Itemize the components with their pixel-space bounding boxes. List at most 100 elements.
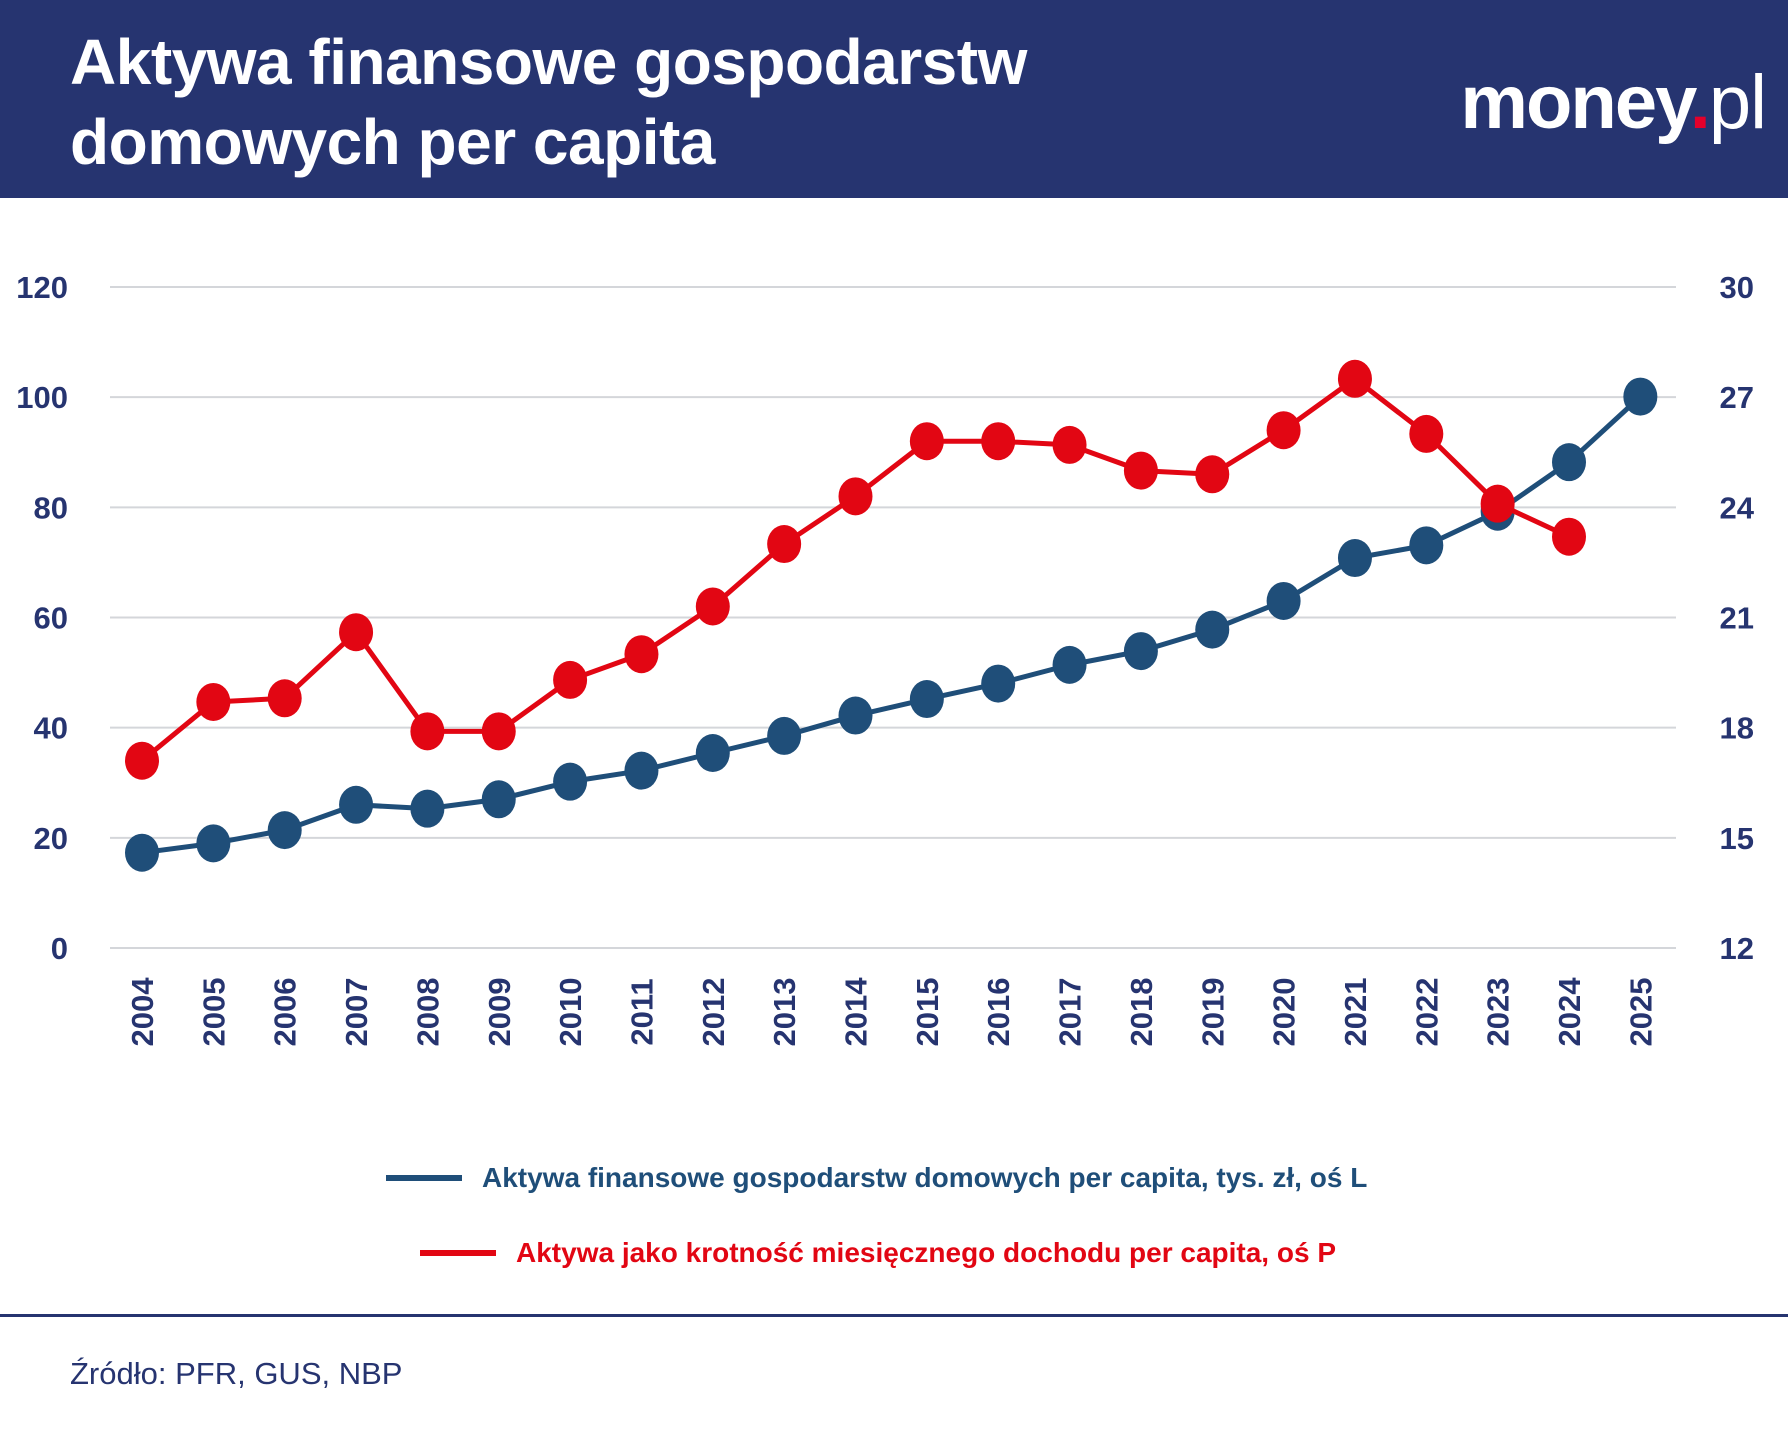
y-left-tick-label: 40 — [34, 711, 68, 746]
x-tick-label: 2019 — [1195, 978, 1230, 1047]
title-line-1: Aktywa finansowe gospodarstw — [70, 26, 1027, 98]
data-point-assets-2018 — [1123, 632, 1158, 671]
data-point-assets-2016 — [981, 664, 1016, 703]
title-line-2: domowych per capita — [70, 106, 715, 178]
data-point-multiple-2020 — [1266, 411, 1301, 450]
x-tick-label: 2008 — [410, 978, 445, 1047]
data-point-assets-2004 — [125, 833, 159, 872]
y-left-tick-label: 100 — [16, 380, 68, 415]
data-point-assets-2021 — [1337, 539, 1372, 578]
data-point-assets-2008 — [410, 789, 445, 828]
data-point-assets-2006 — [267, 811, 302, 850]
y-right-tick-label: 15 — [1720, 821, 1754, 856]
legend-swatch-assets — [386, 1175, 462, 1181]
x-tick-label: 2013 — [767, 978, 802, 1047]
x-tick-label: 2024 — [1552, 977, 1587, 1047]
footer-divider — [0, 1314, 1788, 1317]
x-tick-label: 2004 — [125, 977, 160, 1047]
data-point-assets-2024 — [1552, 443, 1586, 482]
y-right-tick-label: 21 — [1720, 601, 1754, 636]
header-banner: Aktywa finansowe gospodarstw domowych pe… — [0, 0, 1788, 198]
data-point-multiple-2006 — [267, 679, 302, 718]
y-axis-right: 12 15 18 21 24 27 30 — [1720, 270, 1755, 966]
x-tick-label: 2016 — [981, 978, 1016, 1047]
data-point-multiple-2012 — [695, 587, 730, 626]
chart-title: Aktywa finansowe gospodarstw domowych pe… — [70, 22, 1170, 182]
data-point-assets-2022 — [1409, 526, 1444, 565]
x-tick-label: 2010 — [553, 978, 588, 1047]
data-point-assets-2017 — [1052, 645, 1087, 684]
data-point-multiple-2016 — [981, 422, 1016, 461]
data-point-assets-2009 — [481, 780, 516, 819]
data-point-multiple-2017 — [1052, 425, 1087, 464]
data-point-multiple-2010 — [553, 660, 588, 699]
data-point-assets-2019 — [1195, 610, 1230, 649]
x-tick-label: 2011 — [624, 978, 659, 1045]
y-left-tick-label: 120 — [16, 270, 68, 305]
x-tick-label: 2007 — [339, 978, 374, 1047]
data-point-multiple-2024 — [1552, 517, 1586, 556]
data-point-multiple-2021 — [1337, 359, 1372, 398]
legend-swatch-multiple — [420, 1250, 496, 1256]
source-note: Źródło: PFR, GUS, NBP — [70, 1356, 403, 1391]
y-right-tick-label: 18 — [1720, 711, 1754, 746]
x-tick-label: 2018 — [1124, 978, 1159, 1047]
x-tick-label: 2025 — [1623, 978, 1658, 1047]
y-left-tick-label: 0 — [51, 931, 68, 966]
x-tick-label: 2021 — [1338, 978, 1373, 1047]
money-pl-logo: money.pl — [1460, 58, 1767, 148]
legend-label-multiple: Aktywa jako krotność miesięcznego dochod… — [516, 1237, 1336, 1268]
data-point-multiple-2014 — [838, 477, 873, 516]
x-tick-label: 2017 — [1053, 978, 1088, 1047]
x-tick-label: 2022 — [1409, 978, 1444, 1047]
x-tick-label: 2014 — [839, 977, 874, 1047]
x-tick-label: 2006 — [268, 978, 303, 1047]
y-right-tick-label: 27 — [1720, 380, 1754, 415]
data-point-multiple-2023 — [1480, 484, 1515, 523]
data-point-multiple-2008 — [410, 712, 445, 751]
data-point-multiple-2022 — [1409, 414, 1444, 453]
y-left-tick-label: 20 — [34, 821, 68, 856]
data-point-assets-2005 — [196, 824, 231, 863]
data-point-multiple-2013 — [767, 525, 802, 564]
gridlines — [110, 286, 1676, 949]
data-point-assets-2015 — [909, 680, 944, 719]
data-point-multiple-2009 — [481, 712, 516, 751]
y-right-tick-label: 12 — [1720, 931, 1754, 966]
data-point-multiple-2011 — [624, 635, 659, 674]
data-point-multiple-2018 — [1123, 451, 1158, 490]
data-point-multiple-2015 — [909, 422, 944, 461]
logo-name: money — [1460, 60, 1691, 145]
series-layer — [125, 359, 1658, 872]
data-point-assets-2010 — [553, 762, 588, 801]
x-tick-label: 2012 — [696, 978, 731, 1047]
data-point-multiple-2004 — [125, 741, 159, 780]
data-point-assets-2011 — [624, 751, 659, 790]
data-point-multiple-2005 — [196, 682, 231, 721]
legend-item-multiple: Aktywa jako krotność miesięcznego dochod… — [420, 1237, 1336, 1269]
x-tick-label: 2020 — [1267, 978, 1302, 1047]
logo-dot: . — [1689, 60, 1711, 145]
legend-label-assets: Aktywa finansowe gospodarstw domowych pe… — [482, 1162, 1368, 1193]
y-axis-left: 0 20 40 60 80 100 120 — [16, 270, 68, 966]
data-point-assets-2007 — [339, 785, 374, 824]
data-point-multiple-2019 — [1195, 455, 1230, 494]
x-tick-label: 2023 — [1481, 978, 1516, 1047]
data-point-assets-2013 — [767, 716, 802, 755]
y-left-tick-label: 80 — [34, 490, 68, 525]
series-line-assets — [141, 394, 1643, 856]
data-point-assets-2012 — [695, 734, 730, 773]
logo-tld: pl — [1708, 60, 1767, 145]
x-tick-label: 2005 — [196, 978, 231, 1047]
x-tick-label: 2009 — [482, 978, 517, 1047]
data-point-assets-2025 — [1623, 377, 1658, 416]
data-point-multiple-2007 — [339, 613, 374, 652]
data-point-assets-2020 — [1266, 581, 1301, 620]
y-left-tick-label: 60 — [34, 601, 68, 636]
x-axis: 2004 2005 2006 2007 2008 2009 2010 2011 2012 2013… — [125, 977, 1658, 1047]
y-right-tick-label: 24 — [1720, 490, 1755, 525]
y-right-tick-label: 30 — [1720, 270, 1754, 305]
legend-item-assets: Aktywa finansowe gospodarstw domowych pe… — [386, 1162, 1367, 1194]
x-tick-label: 2015 — [910, 978, 945, 1047]
